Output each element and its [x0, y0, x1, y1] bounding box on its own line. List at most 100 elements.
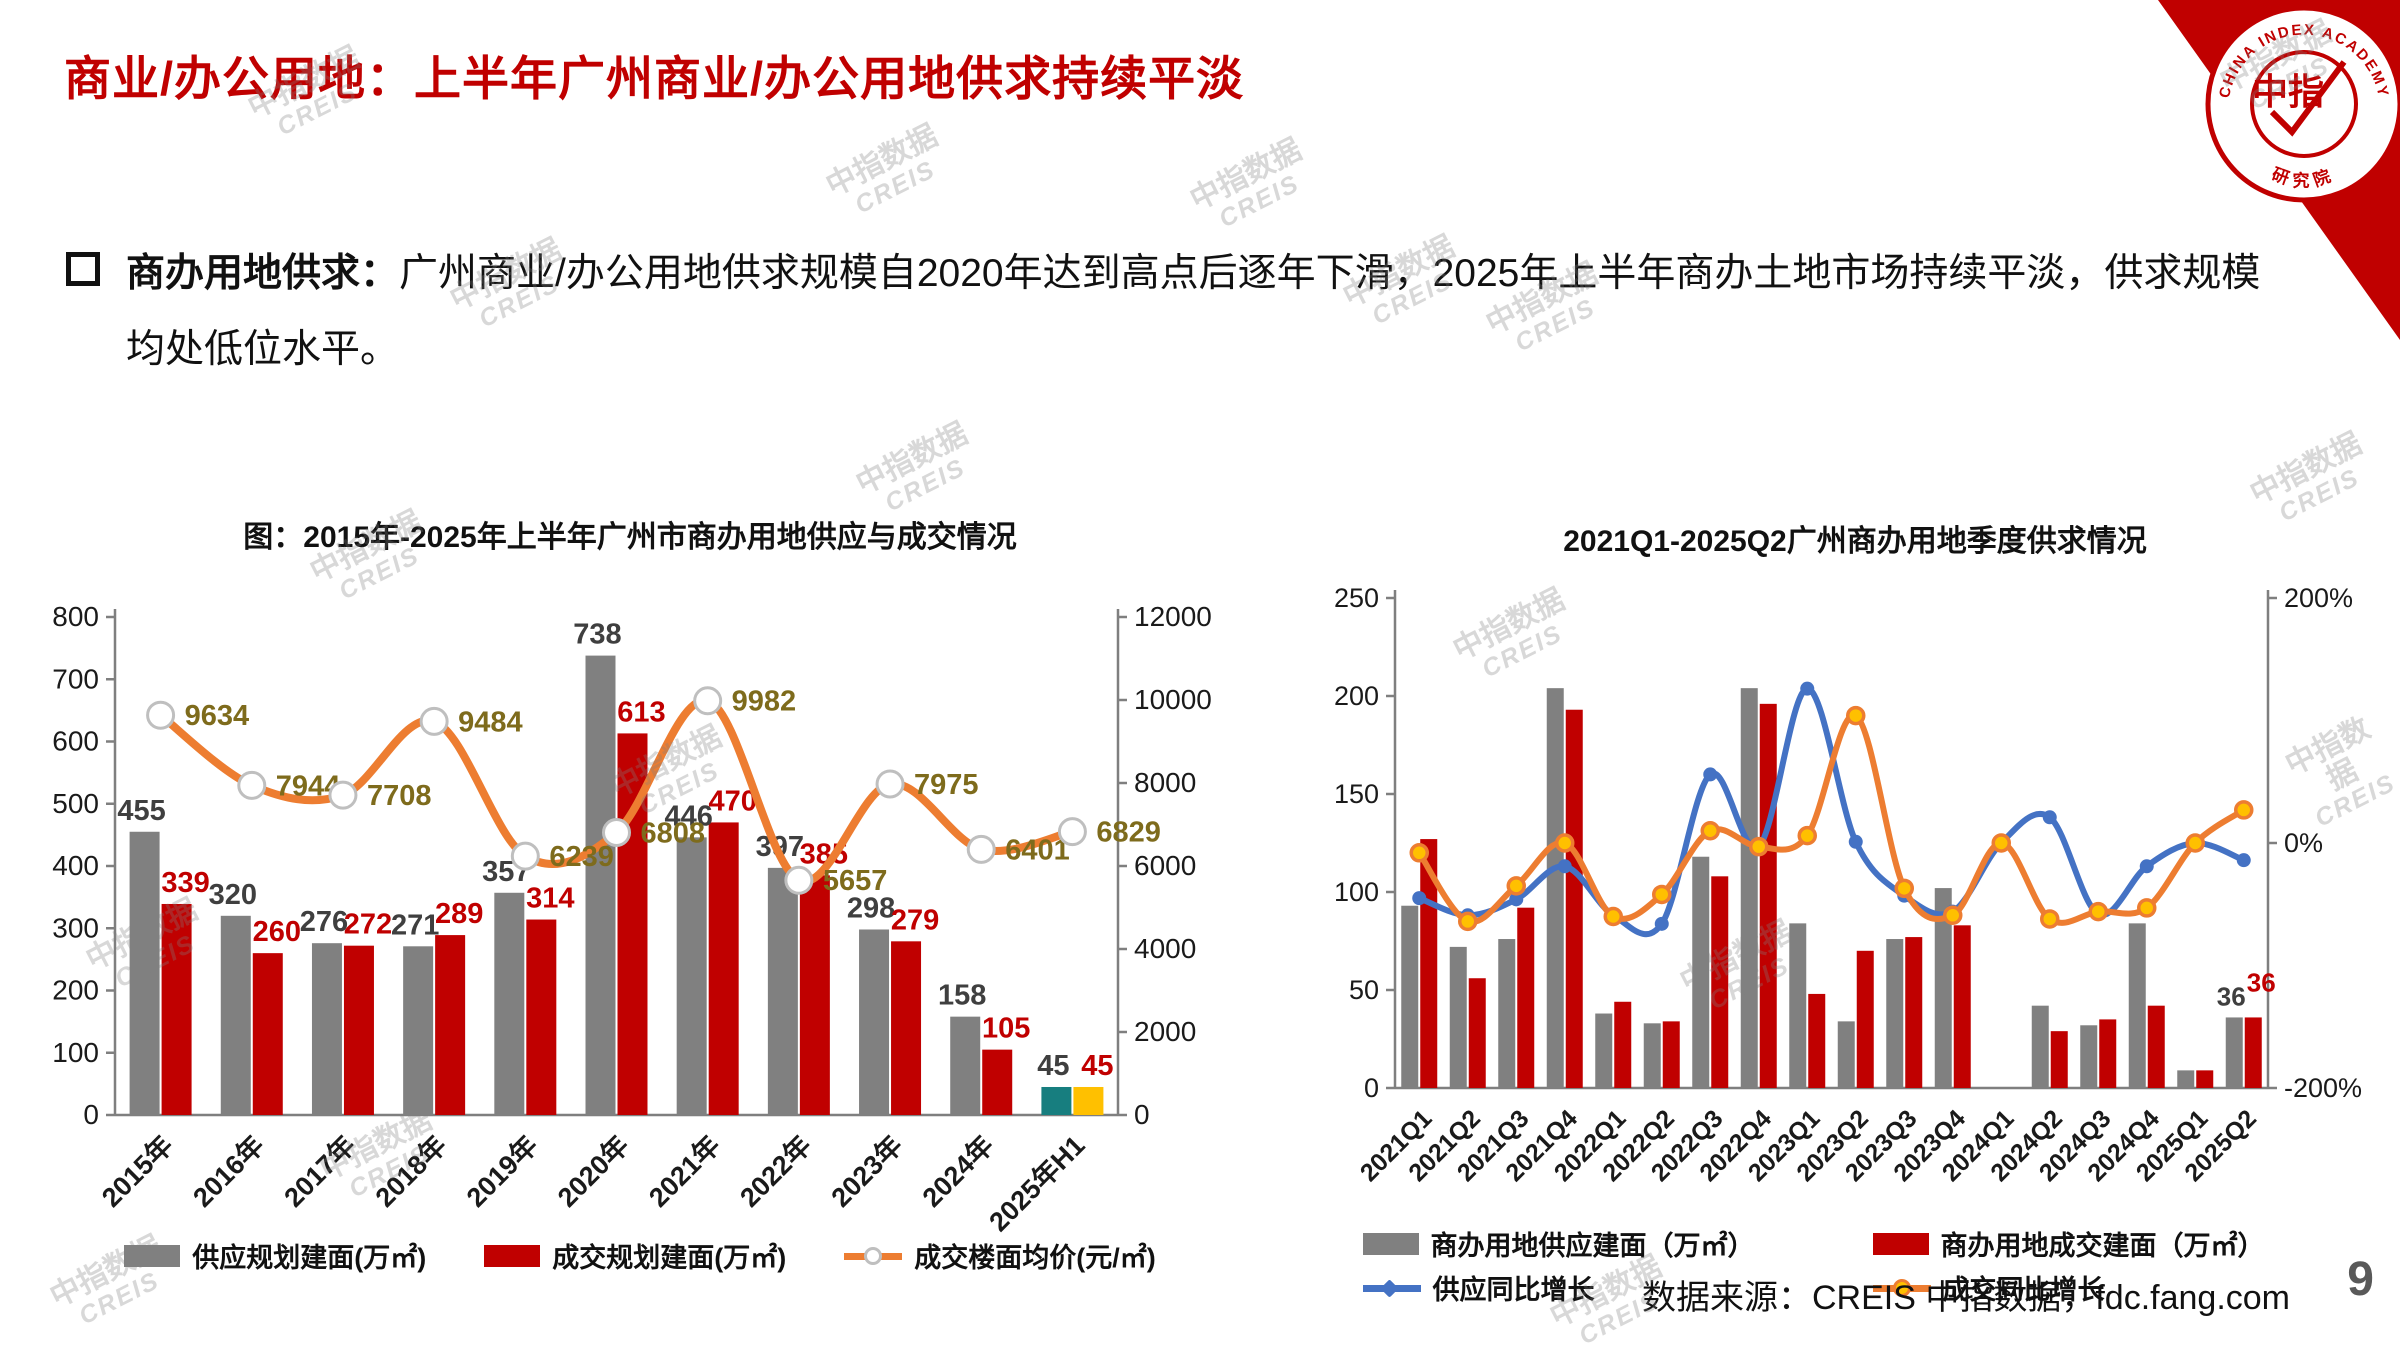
svg-text:10000: 10000 — [1134, 684, 1212, 715]
supply-bar-swatch — [124, 1244, 181, 1267]
bar — [1759, 703, 1777, 1088]
right-chart-title: 2021Q1-2025Q2广州商办用地季度供求情况 — [1563, 525, 2147, 558]
marker — [2040, 909, 2060, 929]
bar — [708, 822, 739, 1115]
bar — [435, 935, 466, 1115]
q-supply-bar-swatch — [1362, 1232, 1419, 1255]
marker — [1894, 878, 1914, 899]
legend-item-supply-area: 供应规划建面(万㎡) — [124, 1236, 426, 1275]
bar — [1468, 978, 1486, 1088]
bar — [494, 892, 525, 1115]
marker — [602, 817, 631, 847]
svg-text:446: 446 — [664, 800, 712, 832]
marker — [693, 686, 723, 716]
bar — [343, 945, 374, 1115]
marker — [1506, 876, 1526, 896]
brand-corner: CHINA INDEX ACADEMY 中指 研究院 — [2158, 0, 2400, 340]
transaction-yoy-line-swatch — [1872, 1276, 1931, 1300]
svg-text:7708: 7708 — [367, 780, 432, 812]
marker — [419, 706, 449, 736]
svg-text:2017年: 2017年 — [278, 1129, 361, 1212]
bar — [891, 941, 922, 1115]
bar — [950, 1016, 981, 1115]
bar — [1856, 950, 1874, 1088]
marker — [1943, 905, 1963, 926]
legend-item-q-supply: 商办用地供应建面（万㎡） — [1362, 1224, 1833, 1263]
logo-center-text: 中指 — [2252, 71, 2324, 112]
svg-text:2018年: 2018年 — [369, 1129, 452, 1212]
right-chart-legend-row1: 商办用地供应建面（万㎡） 商办用地成交建面（万㎡） — [1305, 1224, 2400, 1263]
transaction-bar-swatch — [484, 1244, 541, 1267]
bar — [1614, 1001, 1632, 1088]
svg-text:500: 500 — [52, 788, 99, 819]
bar — [2099, 1019, 2117, 1088]
svg-text:271: 271 — [391, 909, 439, 941]
svg-text:6401: 6401 — [1005, 834, 1070, 866]
marker — [1509, 892, 1524, 907]
marker — [2088, 901, 2108, 922]
svg-text:800: 800 — [52, 601, 99, 632]
svg-text:289: 289 — [435, 898, 483, 930]
bar — [1041, 1086, 1072, 1115]
marker — [146, 700, 176, 730]
marker — [1654, 916, 1669, 931]
summary-bullet: 商办用地供求：广州商业/办公用地供求规模自2020年达到高点后逐年下滑，2025… — [66, 236, 2266, 388]
marker — [1057, 817, 1087, 847]
marker — [2042, 810, 2057, 825]
marker — [1652, 884, 1672, 905]
svg-text:0: 0 — [1364, 1073, 1379, 1103]
bar — [1595, 1013, 1613, 1088]
bar — [2050, 1031, 2068, 1088]
bar — [1692, 856, 1710, 1088]
bar — [982, 1049, 1013, 1115]
bar — [161, 903, 192, 1115]
svg-text:100: 100 — [52, 1037, 99, 1068]
bar — [1934, 888, 1952, 1088]
marker — [1703, 767, 1718, 782]
svg-text:2022年: 2022年 — [734, 1129, 817, 1212]
bar — [2244, 1017, 2262, 1088]
logo-inner-ring — [2250, 50, 2358, 158]
svg-text:6808: 6808 — [641, 817, 706, 849]
bar — [1517, 907, 1535, 1088]
marker — [2137, 898, 2157, 918]
svg-text:50: 50 — [1349, 975, 1379, 1005]
bar — [799, 875, 830, 1115]
marker — [1800, 681, 1815, 696]
marker — [1749, 836, 1769, 857]
svg-text:200: 200 — [1334, 681, 1379, 711]
bar — [220, 915, 251, 1115]
bar — [2031, 1005, 2049, 1088]
marker — [1412, 891, 1427, 906]
svg-text:-200%: -200% — [2284, 1073, 2362, 1103]
svg-text:5657: 5657 — [823, 865, 888, 897]
bar — [1546, 688, 1564, 1088]
bar — [767, 867, 798, 1115]
svg-text:9982: 9982 — [732, 686, 797, 718]
svg-text:314: 314 — [526, 883, 574, 915]
svg-text:0: 0 — [83, 1099, 99, 1130]
page-number: 9 — [2347, 1253, 2374, 1306]
bars — [129, 655, 1104, 1115]
svg-text:2023年: 2023年 — [825, 1129, 908, 1212]
svg-text:279: 279 — [891, 904, 939, 936]
legend-label: 成交同比增长 — [1942, 1275, 2105, 1305]
page-title: 商业/办公用地：上半年广州商业/办公用地供求持续平淡 — [64, 52, 1245, 105]
bar — [2196, 1070, 2214, 1088]
bar — [526, 919, 557, 1115]
svg-text:2019年: 2019年 — [460, 1129, 543, 1212]
line-series — [1412, 681, 2251, 938]
svg-text:9484: 9484 — [458, 706, 523, 738]
bar — [1789, 923, 1807, 1088]
marker — [966, 834, 996, 864]
legend-item-transaction-area: 成交规划建面(万㎡) — [484, 1236, 786, 1275]
svg-text:4000: 4000 — [1134, 933, 1196, 964]
svg-text:2015年: 2015年 — [95, 1129, 178, 1212]
line-series — [1409, 705, 2254, 932]
right-chart-svg: 0 50 100 150 200 250 200% 0% -200% 36 36 2021Q12021… — [1334, 583, 2362, 1187]
marker — [2236, 853, 2251, 868]
summary-text: 商办用地供求：广州商业/办公用地供求规模自2020年达到高点后逐年下滑，2025… — [126, 252, 2261, 372]
bar — [2080, 1025, 2098, 1088]
marker — [2185, 833, 2205, 853]
